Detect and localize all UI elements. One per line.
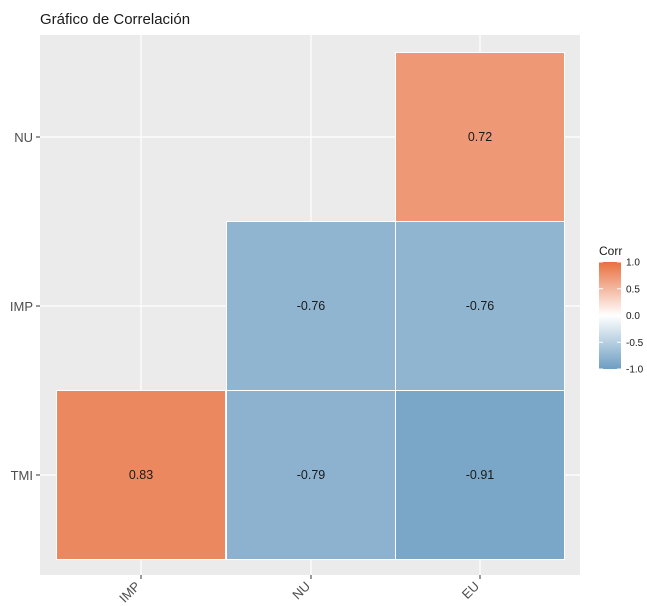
legend: Corr 1.0 0.5 0.0 -0.5 -1.0 <box>599 244 644 376</box>
legend-tick-label: 0.0 <box>626 311 640 322</box>
cell-value-label: 0.72 <box>468 130 492 144</box>
x-tick-label: EU <box>459 579 482 602</box>
cell-value-label: -0.76 <box>466 299 495 313</box>
heatmap-cell <box>395 221 565 391</box>
y-tick-label: IMP <box>10 299 33 314</box>
cell-value-label: -0.91 <box>466 468 495 482</box>
x-tick-label: NU <box>289 579 313 603</box>
cell-value-label: -0.79 <box>297 468 326 482</box>
heatmap-cells <box>56 52 565 560</box>
legend-colorbar <box>599 262 621 369</box>
legend-tick-label: -1.0 <box>626 365 644 376</box>
heatmap-cell <box>395 52 565 222</box>
heatmap-cell <box>226 390 396 560</box>
legend-tick-label: 1.0 <box>626 258 640 269</box>
heatmap-cell <box>226 221 396 391</box>
chart-title: Gráfico de Correlación <box>40 11 190 28</box>
x-tick-label: IMP <box>116 579 143 606</box>
cell-value-label: -0.76 <box>297 299 326 313</box>
cell-labels: 0.83 -0.79 -0.91 -0.76 -0.76 0.72 <box>129 130 494 482</box>
legend-title: Corr <box>599 244 622 258</box>
heatmap-cell <box>56 390 226 560</box>
cell-value-label: 0.83 <box>129 468 153 482</box>
y-tick-label: NU <box>14 130 33 145</box>
y-tick-label: TMI <box>11 468 33 483</box>
legend-tick-label: 0.5 <box>626 284 640 295</box>
heatmap-cell <box>395 390 565 560</box>
legend-tick-label: -0.5 <box>626 338 644 349</box>
